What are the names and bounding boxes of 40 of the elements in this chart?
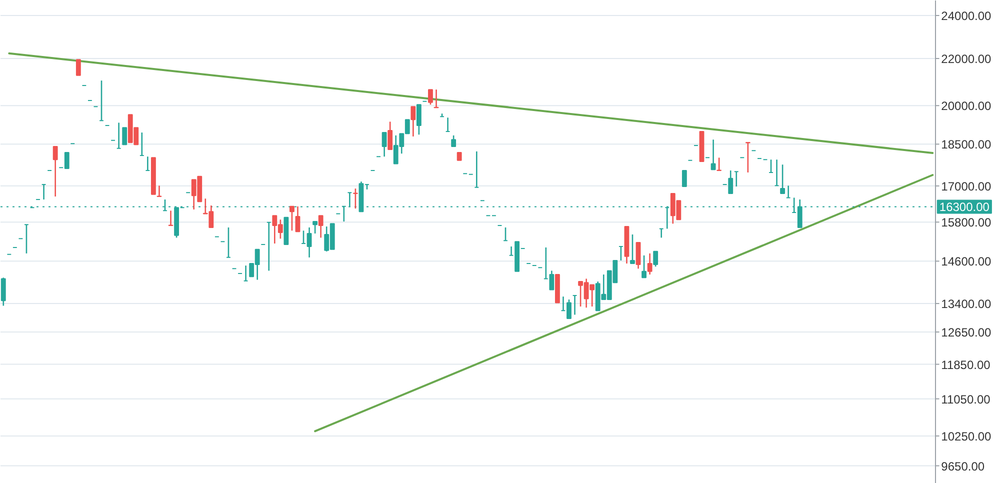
candlestick <box>52 146 58 198</box>
candlestick <box>647 252 652 276</box>
candlestick <box>636 242 641 270</box>
candlestick <box>122 127 128 146</box>
y-tick-label: 14600.00 <box>941 254 992 269</box>
y-tick-label: 24000.00 <box>941 9 992 24</box>
candlestick <box>0 277 6 306</box>
candlestick <box>710 138 716 170</box>
candlestick <box>382 132 387 158</box>
candlestick <box>716 157 722 172</box>
candlestick <box>290 206 294 232</box>
candlestick <box>630 234 635 264</box>
candlestick <box>295 206 300 232</box>
candlestick <box>416 104 422 136</box>
candlestick <box>780 164 786 194</box>
candlestick <box>388 121 393 150</box>
y-tick-label: 22000.00 <box>941 52 992 66</box>
y-tick-label: 12650.00 <box>941 325 992 340</box>
y-tick-label: 17000.00 <box>941 179 992 194</box>
candlestick <box>156 184 162 198</box>
y-tick-label: 9650.00 <box>941 459 985 474</box>
candlestick <box>451 134 456 148</box>
y-tick-label: 15800.00 <box>941 216 992 230</box>
candlestick <box>168 210 174 226</box>
candlestick <box>682 170 687 188</box>
y-tick-label: 13400.00 <box>941 297 992 312</box>
candlestick <box>653 250 658 268</box>
candlestick <box>312 220 318 234</box>
candlestick <box>318 214 324 238</box>
candlestick <box>642 254 646 278</box>
y-tick-label: 20000.00 <box>941 99 992 114</box>
candlestick <box>410 106 416 138</box>
candlestick <box>428 88 433 106</box>
y-tick-label: 18500.00 <box>941 138 992 152</box>
y-tick-label: 11050.00 <box>941 392 991 406</box>
candlestick <box>745 142 750 174</box>
ref-line-label: 16300.00 <box>939 200 990 214</box>
candlestick <box>76 59 81 76</box>
y-tick-label: 10250.00 <box>941 429 992 444</box>
y-tick-label: 11850.00 <box>941 358 991 372</box>
